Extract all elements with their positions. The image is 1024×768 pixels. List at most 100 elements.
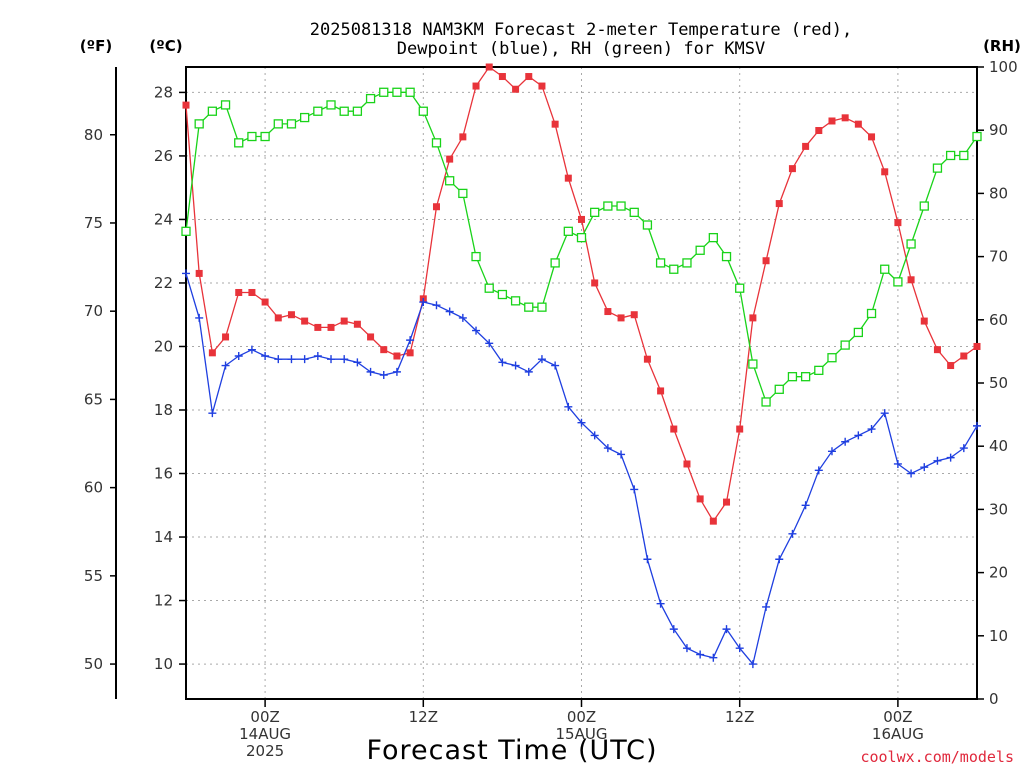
temperature-point <box>222 333 230 341</box>
temperature-point <box>380 346 388 354</box>
rh-tick-label: 60 <box>989 311 1008 329</box>
fahrenheit-tick-label: 75 <box>84 214 103 232</box>
temperature-point <box>894 219 902 227</box>
rh-point <box>286 119 297 129</box>
dewpoint-point <box>630 485 639 494</box>
x-tick-label: 14AUG <box>239 725 291 743</box>
celsius-tick-label: 18 <box>154 401 173 419</box>
rh-point <box>339 106 349 116</box>
rh-tick-label: 0 <box>989 690 999 708</box>
temperature-point <box>485 63 493 71</box>
dewpoint-point <box>907 469 916 478</box>
temperature-point <box>683 460 691 468</box>
rh-point <box>880 264 890 274</box>
rh-tick-label: 10 <box>989 627 1008 645</box>
temperature-point <box>195 269 203 277</box>
dewpoint-point <box>603 444 612 453</box>
rh-point <box>655 258 666 268</box>
rh-point <box>510 296 521 306</box>
temperature-point <box>353 320 361 328</box>
rh-tick-label: 70 <box>989 248 1008 266</box>
rh-point <box>695 245 705 255</box>
x-tick-label: 00Z <box>250 708 279 726</box>
celsius-tick-label: 12 <box>154 592 173 610</box>
rh-point <box>616 201 626 211</box>
rh-point <box>379 87 389 97</box>
rh-point <box>392 87 402 97</box>
temperature-point <box>802 142 810 150</box>
temperature-point <box>736 425 744 433</box>
temperature-point <box>881 168 889 176</box>
celsius-tick-label: 22 <box>154 274 173 292</box>
rh-point <box>629 207 639 218</box>
fahrenheit-tick-label: 60 <box>84 479 103 497</box>
chart-title-line-2: Dewpoint (blue), RH (green) for KMSV <box>397 39 765 59</box>
fahrenheit-tick-label: 80 <box>84 126 103 144</box>
temperature-point <box>248 288 256 296</box>
rh-tick-label: 20 <box>989 564 1008 582</box>
dewpoint-point <box>867 425 876 434</box>
dewpoint-point <box>182 269 190 278</box>
fahrenheit-unit-label: (ºF) <box>80 37 112 55</box>
rh-point <box>194 119 204 129</box>
rh-point <box>945 150 956 161</box>
temperature-point <box>920 317 928 325</box>
rh-point <box>866 308 877 319</box>
rh-point <box>234 138 244 148</box>
dewpoint-point <box>893 459 902 468</box>
rh-point <box>853 327 863 338</box>
rh-point <box>721 251 732 262</box>
celsius-tick-label: 10 <box>154 655 173 673</box>
temperature-point <box>578 215 585 223</box>
dewpoint-point <box>933 456 942 465</box>
rh-tick-label: 50 <box>989 374 1008 392</box>
dewpoint-point <box>221 361 230 370</box>
rh-point <box>207 106 218 116</box>
rh-point <box>590 207 600 218</box>
temperature-point <box>314 323 322 331</box>
rh-point <box>787 372 798 382</box>
dewpoint-point <box>682 644 691 653</box>
temperature-point <box>564 174 572 182</box>
dewpoint-point <box>590 431 599 440</box>
temperature-point <box>340 317 348 325</box>
dewpoint-point <box>406 336 415 345</box>
x-tick-label: 00Z <box>567 708 596 726</box>
celsius-tick-label: 14 <box>154 528 173 546</box>
dewpoint-point <box>392 367 401 376</box>
dewpoint-point <box>485 339 494 348</box>
rh-point <box>932 163 943 173</box>
temperature-point <box>709 517 717 525</box>
temperature-point <box>538 82 546 90</box>
temperature-point <box>274 314 282 322</box>
dewpoint-point <box>498 358 507 367</box>
rh-point <box>524 302 534 312</box>
dewpoint-point <box>709 653 718 662</box>
dewpoint-point <box>841 437 850 446</box>
dewpoint-point <box>419 298 428 307</box>
gridlines <box>186 67 977 699</box>
rh-point <box>484 283 494 293</box>
dewpoint-point <box>577 418 586 427</box>
rh-point <box>260 131 270 142</box>
chart-title-line-1: 2025081318 NAM3KM Forecast 2-meter Tempe… <box>310 20 852 40</box>
celsius-unit-label: (ºC) <box>149 37 182 55</box>
rh-point <box>642 220 653 230</box>
temperature-line <box>185 66 978 523</box>
dewpoint-point <box>287 355 296 364</box>
rh-tick-label: 40 <box>989 437 1008 455</box>
temperature-point <box>525 73 533 81</box>
dewpoint-point <box>353 358 362 367</box>
temperature-point <box>933 346 941 354</box>
dewpoint-point <box>195 313 204 322</box>
x-tick-label: 12Z <box>409 708 438 726</box>
x-tick-label: 15AUG <box>556 725 608 743</box>
rh-point <box>405 87 415 97</box>
rh-point <box>827 353 837 363</box>
rh-tick-label: 30 <box>989 500 1008 518</box>
dewpoint-point <box>261 352 270 361</box>
dewpoint-point <box>775 555 784 564</box>
temperature-point <box>208 349 216 357</box>
dewpoint-point <box>472 326 481 335</box>
